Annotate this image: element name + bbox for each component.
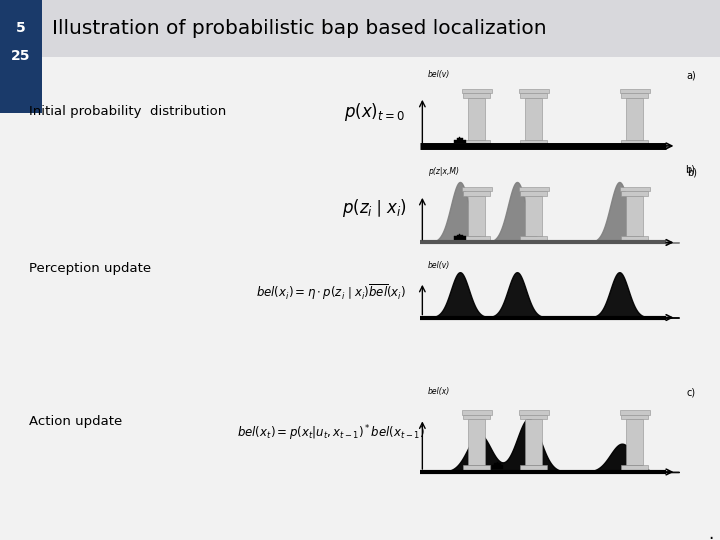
Bar — [521, 140, 547, 144]
Bar — [521, 415, 547, 420]
Bar — [521, 93, 547, 98]
Text: bel(x): bel(x) — [428, 387, 450, 396]
Bar — [456, 138, 463, 140]
Text: 25: 25 — [11, 49, 31, 63]
Text: .: . — [708, 524, 714, 540]
Bar — [620, 187, 650, 192]
Bar — [462, 89, 492, 93]
Bar — [468, 420, 485, 465]
Text: $bel(x_i) = \eta \cdot p(z_i \mid x_i)\overline{bel}(x_i)$: $bel(x_i) = \eta \cdot p(z_i \mid x_i)\o… — [256, 282, 406, 301]
Bar — [463, 237, 490, 241]
Bar — [620, 89, 650, 93]
Bar — [495, 463, 500, 465]
Bar — [0, 0, 42, 113]
Text: p(z|x,M): p(z|x,M) — [428, 167, 459, 176]
Bar — [463, 192, 490, 195]
Bar — [621, 192, 649, 195]
Bar — [454, 140, 466, 143]
Bar — [620, 410, 650, 415]
Bar — [468, 195, 485, 237]
Text: bel(v): bel(v) — [428, 261, 450, 270]
Bar — [621, 93, 649, 98]
Bar — [0, 0, 720, 57]
Text: $p(z_i \mid x_i)$: $p(z_i \mid x_i)$ — [342, 197, 407, 219]
Bar — [492, 465, 503, 469]
Text: Illustration of probabilistic bap based localization: Illustration of probabilistic bap based … — [52, 18, 546, 38]
Bar — [621, 140, 649, 144]
Text: b): b) — [687, 167, 697, 177]
Bar — [456, 235, 463, 237]
Bar — [521, 465, 547, 470]
Bar — [626, 420, 644, 465]
Bar — [526, 195, 542, 237]
Bar — [521, 192, 547, 195]
Bar — [463, 140, 490, 144]
Bar — [468, 98, 485, 140]
Bar — [518, 89, 549, 93]
Bar — [463, 415, 490, 420]
Text: bel(v): bel(v) — [428, 70, 450, 79]
Bar — [621, 415, 649, 420]
Bar — [497, 462, 498, 463]
Text: $bel(x_t) = p(x_t|u_t, x_{t-1})^* bel(x_{t-1})$: $bel(x_t) = p(x_t|u_t, x_{t-1})^* bel(x_… — [238, 424, 425, 443]
Bar — [518, 187, 549, 192]
Bar — [454, 237, 466, 240]
Bar — [526, 98, 542, 140]
Bar — [462, 410, 492, 415]
Bar — [518, 410, 549, 415]
Bar — [626, 98, 644, 140]
Bar — [462, 187, 492, 192]
Bar — [463, 465, 490, 470]
Text: a): a) — [687, 70, 696, 80]
Text: b): b) — [685, 165, 696, 175]
Text: 5: 5 — [16, 21, 26, 35]
Text: Action update: Action update — [29, 415, 122, 428]
Bar — [621, 465, 649, 470]
Text: Perception update: Perception update — [29, 262, 151, 275]
Bar — [463, 93, 490, 98]
Text: Initial probability  distribution: Initial probability distribution — [29, 105, 226, 118]
Text: c): c) — [687, 387, 696, 397]
Bar — [626, 195, 644, 237]
Bar — [521, 237, 547, 241]
Bar — [459, 234, 461, 235]
Text: $p(x)_{t=0}$: $p(x)_{t=0}$ — [344, 102, 405, 123]
Bar — [459, 137, 461, 138]
Bar — [526, 420, 542, 465]
Bar — [621, 237, 649, 241]
